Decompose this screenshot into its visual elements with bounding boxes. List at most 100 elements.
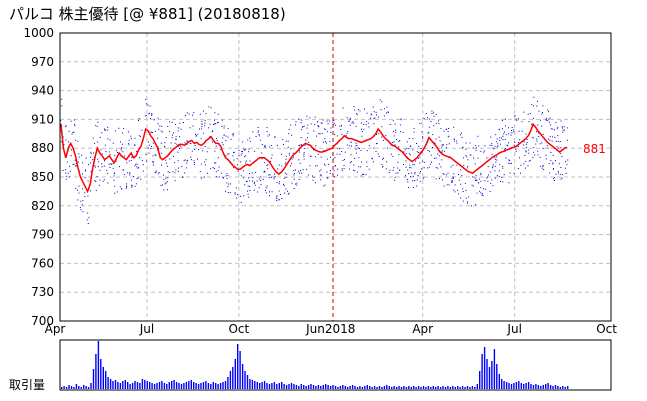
scatter-dot [501, 120, 503, 121]
scatter-dot [440, 166, 442, 168]
scatter-dot [505, 157, 507, 159]
scatter-dot [511, 162, 512, 164]
scatter-dot [341, 169, 343, 171]
scatter-dot [301, 119, 303, 121]
scatter-dot [453, 177, 454, 179]
scatter-dot [516, 120, 518, 122]
scatter-dot [134, 144, 136, 146]
scatter-dot [508, 182, 510, 184]
scatter-dot [491, 179, 493, 181]
volume-bar [493, 349, 496, 389]
volume-bar [171, 381, 173, 389]
scatter-dot [194, 149, 196, 150]
scatter-dot [309, 117, 311, 119]
scatter-dot [318, 126, 320, 128]
scatter-dot [213, 123, 215, 125]
scatter-dot [418, 145, 420, 147]
scatter-dot [300, 137, 302, 138]
scatter-dot [199, 171, 201, 173]
scatter-dot [192, 114, 194, 116]
volume-bar [496, 364, 498, 389]
volume-bar [136, 382, 139, 389]
scatter-dot [465, 148, 467, 150]
scatter-dot [268, 174, 270, 176]
scatter-dot [203, 132, 204, 134]
volume-bar [188, 381, 190, 389]
scatter-dot [213, 123, 214, 125]
scatter-dot [264, 146, 266, 148]
scatter-dot [163, 179, 165, 181]
scatter-dot [187, 159, 189, 161]
scatter-dot [186, 143, 188, 145]
scatter-dot [271, 176, 272, 178]
scatter-dot [302, 126, 304, 127]
scatter-dot [258, 187, 260, 189]
scatter-dot [453, 138, 455, 140]
scatter-dot [346, 117, 348, 119]
scatter-dot [552, 154, 554, 156]
scatter-dot [69, 170, 71, 172]
volume-bar [124, 380, 126, 389]
scatter-dot [537, 124, 539, 126]
volume-bar [312, 385, 315, 389]
scatter-dot [366, 150, 368, 152]
scatter-dot [320, 169, 322, 171]
scatter-dot [166, 181, 168, 183]
scatter-dot [566, 164, 568, 166]
volume-bar [388, 386, 390, 389]
scatter-dot [483, 188, 485, 190]
scatter-dot [264, 146, 266, 148]
scatter-dot [454, 184, 456, 186]
scatter-dot [474, 177, 476, 179]
scatter-dot [399, 124, 401, 126]
scatter-dot [484, 145, 486, 147]
scatter-dot [501, 137, 502, 139]
scatter-dot [269, 191, 270, 193]
scatter-dot [210, 107, 212, 109]
scatter-dot [103, 165, 105, 167]
x-tick-label: Jul [506, 322, 521, 336]
scatter-dot [237, 170, 239, 172]
scatter-dot [70, 155, 72, 157]
scatter-dot [99, 136, 101, 138]
volume-bar [469, 387, 471, 389]
scatter-dot [477, 135, 479, 137]
scatter-dot [167, 177, 169, 179]
grid-lines [60, 33, 611, 321]
scatter-dot [160, 185, 162, 186]
scatter-dot [557, 172, 559, 174]
scatter-dot [247, 190, 248, 192]
scatter-dot [157, 123, 159, 125]
volume-bar [420, 387, 422, 389]
volume-bar [288, 384, 290, 389]
scatter-dot [82, 188, 83, 190]
volume-bar [144, 380, 146, 389]
scatter-dot [74, 159, 76, 161]
scatter-dot [303, 147, 305, 149]
y-tick-label: 1000 [23, 26, 54, 40]
volume-bar [464, 387, 466, 389]
scatter-dot [356, 171, 358, 173]
scatter-dot [298, 118, 300, 120]
scatter-dot [174, 142, 176, 144]
volume-bar [371, 387, 373, 389]
scatter-dot [287, 140, 289, 142]
scatter-dot [67, 172, 69, 174]
scatter-dot [160, 142, 162, 144]
scatter-dot [108, 151, 110, 153]
scatter-dot [165, 159, 167, 161]
scatter-dot [438, 155, 440, 157]
scatter-dot [329, 141, 331, 143]
scatter-dot [553, 180, 555, 181]
scatter-dot [193, 162, 195, 163]
volume-bar [430, 387, 432, 389]
scatter-dot [249, 190, 251, 191]
scatter-dot [358, 157, 360, 159]
scatter-dot [498, 176, 500, 178]
scatter-dot [65, 178, 67, 180]
scatter-dot [397, 161, 399, 163]
volume-bar [212, 382, 214, 389]
scatter-dot [65, 172, 67, 174]
scatter-dot [227, 136, 229, 138]
scatter-dot [525, 150, 527, 152]
